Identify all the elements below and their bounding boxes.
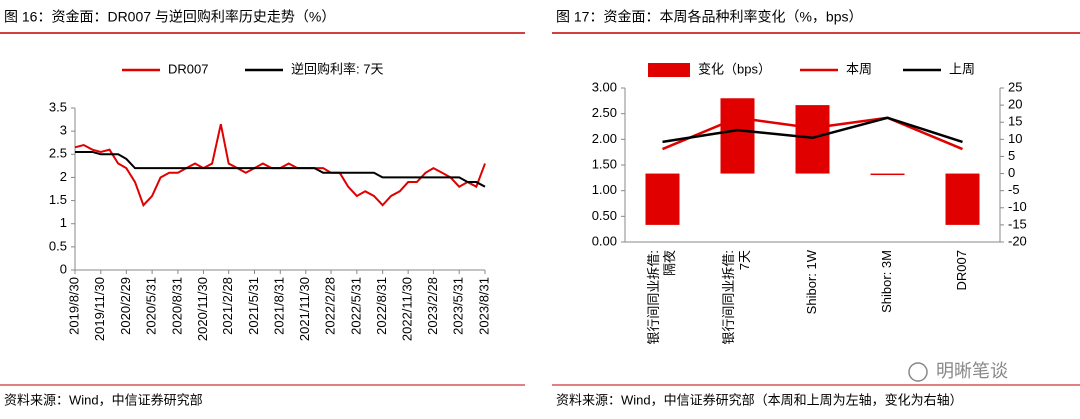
x-tick-label: 2021/5/31 bbox=[246, 277, 261, 335]
bar bbox=[945, 173, 980, 225]
y-tick-label: 2.00 bbox=[592, 131, 617, 146]
y2-tick-label: 10 bbox=[1008, 131, 1022, 146]
x-tick-label: 2020/8/31 bbox=[169, 277, 184, 335]
x-tick-label: 2019/8/30 bbox=[66, 277, 81, 335]
y2-tick-label: -20 bbox=[1008, 233, 1027, 248]
x-tick-label: 2021/8/31 bbox=[272, 277, 287, 335]
y-tick-label: 1.50 bbox=[592, 156, 617, 171]
y2-tick-label: 15 bbox=[1008, 114, 1022, 129]
x-tick-label: 2023/5/31 bbox=[451, 277, 466, 335]
legend-label: 变化（bps） bbox=[698, 61, 771, 76]
legend-label: 本周 bbox=[846, 61, 872, 76]
y2-tick-label: -15 bbox=[1008, 216, 1027, 231]
y2-tick-label: 0 bbox=[1008, 165, 1015, 180]
chart-title: 图 17：资金面：本周各品种利率变化（%，bps） bbox=[556, 9, 862, 25]
x-tick-label: 2023/2/28 bbox=[425, 277, 440, 335]
x-tick-label: 2022/5/31 bbox=[348, 277, 363, 335]
x-tick-label: 2023/8/31 bbox=[476, 277, 491, 335]
legend-label: DR007 bbox=[168, 61, 208, 76]
y-tick-label: 2 bbox=[60, 169, 67, 184]
x-tick-label: 2021/11/30 bbox=[297, 277, 312, 341]
watermark-icon bbox=[908, 362, 928, 382]
x-tick-label: 2022/11/30 bbox=[400, 277, 415, 341]
legend-label: 上周 bbox=[949, 61, 975, 76]
series-line bbox=[662, 116, 963, 151]
chart-title: 图 16：资金面：DR007 与逆回购利率历史走势（%） bbox=[4, 9, 335, 25]
x-tick-label: 2020/11/30 bbox=[195, 277, 210, 341]
source: 资料来源：Wind，中信证券研究部（本周和上周为左轴，变化为右轴） bbox=[556, 392, 963, 407]
y-tick-label: 0.50 bbox=[592, 208, 617, 223]
y-tick-label: 3.5 bbox=[49, 99, 67, 114]
watermark: 明晰笔谈 bbox=[936, 361, 1008, 381]
bar bbox=[795, 105, 830, 174]
y-tick-label: 1 bbox=[60, 215, 67, 230]
y2-tick-label: 20 bbox=[1008, 97, 1022, 112]
y-tick-label: 3.00 bbox=[592, 79, 617, 94]
y-tick-label: 2.5 bbox=[49, 146, 67, 161]
x-tick-label: 2019/11/30 bbox=[92, 277, 107, 341]
y2-tick-label: 5 bbox=[1008, 148, 1015, 163]
x-tick-label: 7天 bbox=[737, 250, 752, 270]
y-tick-label: 0.00 bbox=[592, 233, 617, 248]
legend-swatch bbox=[648, 63, 690, 77]
series-line bbox=[74, 123, 486, 208]
legend-label: 逆回购利率: 7天 bbox=[291, 61, 383, 76]
bar bbox=[720, 98, 755, 174]
source: 资料来源：Wind，中信证券研究部 bbox=[4, 392, 203, 407]
x-tick-label: Shibor: 3M bbox=[879, 250, 894, 313]
x-tick-label: 隔夜 bbox=[662, 250, 677, 276]
x-tick-label: 2022/2/28 bbox=[322, 277, 337, 335]
series-line bbox=[662, 116, 963, 144]
y-tick-label: 1.00 bbox=[592, 182, 617, 197]
bar bbox=[645, 173, 680, 225]
y-tick-label: 0.5 bbox=[49, 238, 67, 253]
bar bbox=[870, 173, 905, 176]
y-tick-label: 3 bbox=[60, 123, 67, 138]
y2-tick-label: -10 bbox=[1008, 199, 1027, 214]
x-tick-label: 2021/2/28 bbox=[220, 277, 235, 335]
x-tick-label: 银行间同业拆借: bbox=[646, 250, 661, 345]
x-tick-label: 银行间同业拆借: bbox=[721, 250, 736, 345]
y-tick-label: 0 bbox=[60, 261, 67, 276]
x-tick-label: DR007 bbox=[954, 250, 969, 290]
x-tick-label: 2020/5/31 bbox=[144, 277, 159, 335]
y2-tick-label: -5 bbox=[1008, 182, 1020, 197]
series-line bbox=[75, 150, 486, 188]
y2-tick-label: 25 bbox=[1008, 79, 1022, 94]
x-tick-label: 2020/2/29 bbox=[118, 277, 133, 335]
x-tick-label: 2022/8/31 bbox=[374, 277, 389, 335]
y-tick-label: 1.5 bbox=[49, 192, 67, 207]
x-tick-label: Shibor: 1W bbox=[804, 249, 819, 314]
y-tick-label: 2.50 bbox=[592, 105, 617, 120]
